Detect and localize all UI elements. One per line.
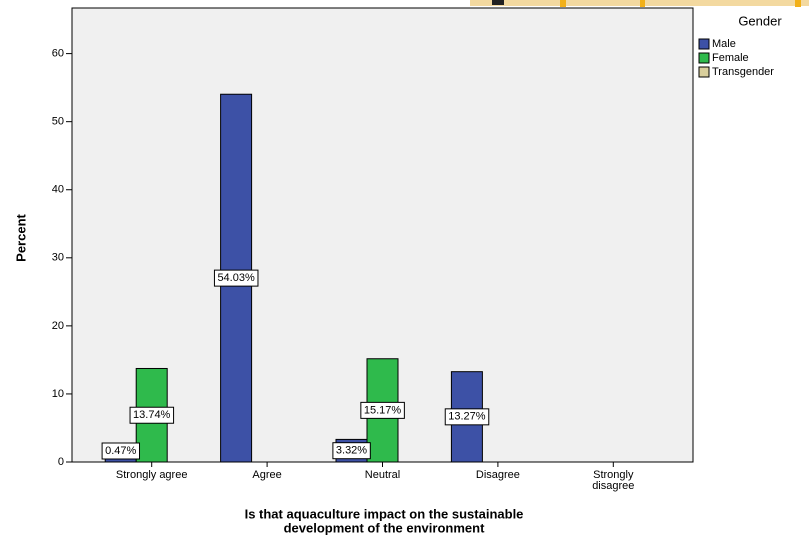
x-axis-label: development of the environment (284, 520, 485, 535)
legend-label: Female (712, 52, 749, 64)
x-tick-label: Neutral (364, 470, 401, 481)
top-decoration (470, 0, 809, 7)
y-tick-label: 40 (52, 184, 64, 196)
x-tick-label-box: Agree (252, 470, 282, 481)
value-label: 3.32% (332, 442, 371, 460)
value-label-text: 0.47% (105, 445, 136, 457)
value-label: 0.47% (101, 442, 141, 460)
decor-strip (470, 0, 809, 6)
x-tick-label: Strongly agree (115, 470, 188, 481)
value-label-box (213, 269, 259, 287)
x-tick-label: Disagree (475, 470, 520, 481)
x-axis-label: Is that aquaculture impact on the sustai… (245, 506, 524, 521)
decor-block (640, 0, 645, 7)
decor-block (560, 0, 566, 7)
x-tick-label-box: Disagree (475, 470, 520, 481)
x-tick-label: Agree (252, 470, 282, 481)
y-tick-label: 30 (52, 252, 64, 264)
value-label: 13.27% (444, 408, 490, 426)
value-label-text: 13.27% (448, 411, 486, 423)
decor-block (492, 0, 504, 5)
value-label: 13.74% (129, 406, 175, 424)
value-label-box (129, 406, 175, 424)
value-label-box (332, 442, 371, 460)
y-tick-label: 60 (52, 48, 64, 60)
y-tick-label: 50 (52, 116, 64, 128)
legend-swatch (698, 66, 710, 78)
x-tick-label-box: Strongly disagree (592, 470, 635, 492)
legend-title: Gender (738, 13, 782, 28)
legend-swatch (698, 38, 710, 50)
decor-block (795, 0, 801, 7)
value-label-box (360, 401, 405, 419)
x-tick-label-box: Neutral (364, 470, 401, 481)
y-axis-label: Percent (13, 213, 28, 261)
y-tick-label: 20 (52, 320, 64, 332)
y-tick-label: 0 (58, 456, 64, 468)
legend-swatch (698, 52, 710, 64)
y-tick-label: 10 (52, 388, 64, 400)
value-label-text: 15.17% (364, 404, 402, 416)
legend-label: Transgender (712, 66, 774, 78)
value-label-box (101, 442, 141, 460)
value-label: 15.17% (360, 401, 405, 419)
x-tick-label-box: Strongly agree (115, 470, 188, 481)
legend-label: Male (712, 38, 736, 50)
x-tick-label: Strongly disagree (592, 470, 635, 492)
value-label-text: 54.03% (217, 272, 255, 284)
value-label-box (444, 408, 490, 426)
value-label-text: 13.74% (133, 409, 171, 421)
value-label: 54.03% (213, 269, 259, 287)
value-label-text: 3.32% (336, 445, 367, 457)
